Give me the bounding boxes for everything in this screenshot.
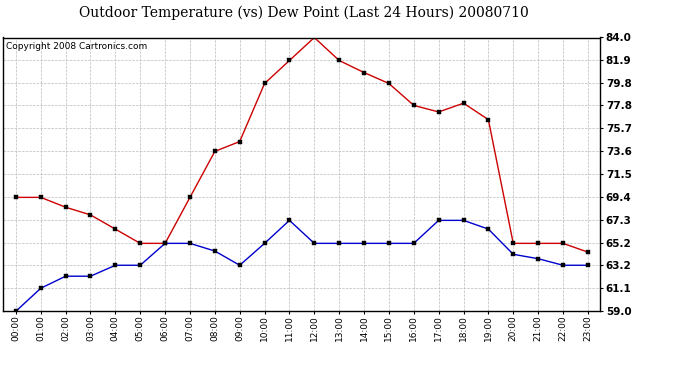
Text: Copyright 2008 Cartronics.com: Copyright 2008 Cartronics.com [6, 42, 148, 51]
Text: Outdoor Temperature (vs) Dew Point (Last 24 Hours) 20080710: Outdoor Temperature (vs) Dew Point (Last… [79, 6, 529, 20]
